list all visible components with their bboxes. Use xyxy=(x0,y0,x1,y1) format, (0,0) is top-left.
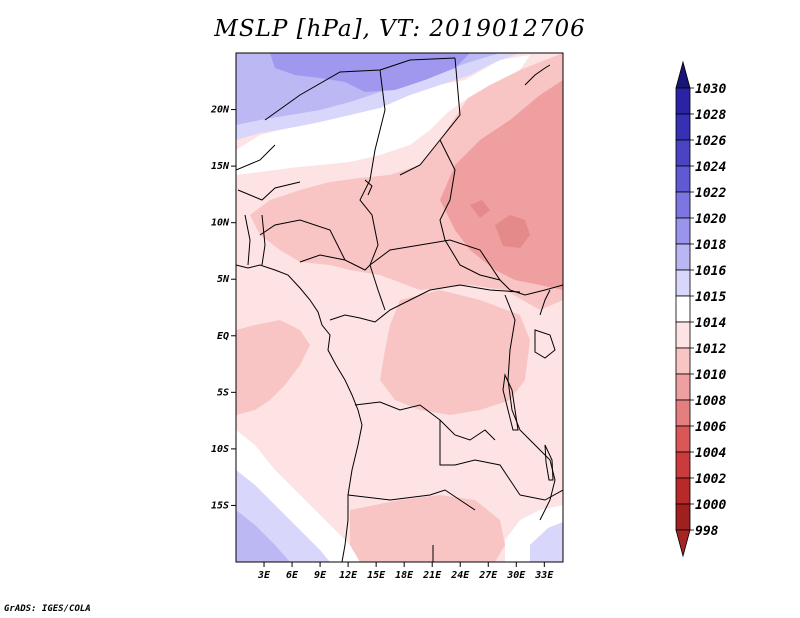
colorbar-segment xyxy=(675,191,691,219)
border-niger-chad xyxy=(359,69,386,266)
border-westafrica-2 xyxy=(244,214,251,266)
lat-tick-label: 5S xyxy=(217,387,229,398)
lon-tick-label: 18E xyxy=(395,570,414,581)
border-kenya-ethiopia xyxy=(524,284,563,296)
lake-malawi xyxy=(544,444,554,481)
colorbar-label: 1004 xyxy=(695,446,726,461)
lon-tick-label: 30E xyxy=(506,570,526,581)
colorbar-label: 1012 xyxy=(695,342,726,357)
colorbar-label: 1020 xyxy=(695,212,726,227)
field-pink-southwest xyxy=(236,320,310,415)
colorbar-label: 1022 xyxy=(695,186,726,201)
border-westafrica-3 xyxy=(261,214,266,266)
colorbar-segment xyxy=(675,477,691,505)
lat-tick-label: 15S xyxy=(211,500,229,511)
field-darkest-core xyxy=(495,215,530,248)
map-frame xyxy=(235,52,564,563)
field-mid-blue-southwest xyxy=(236,510,290,562)
lat-tick-label: 20N xyxy=(210,105,230,116)
lon-tick-label: 6E xyxy=(286,570,299,581)
colorbar-segment xyxy=(675,139,691,167)
colorbar-label: 1000 xyxy=(695,498,726,513)
colorbar-segment xyxy=(675,503,691,531)
field-high-sahara xyxy=(270,53,470,92)
colorbar-label: 998 xyxy=(695,524,719,539)
pressure-field xyxy=(236,53,563,562)
axis-ticks: 20N 15N 10N 5N EQ 5S 10S 15S 3E 6E 9E 12E 15E 18E 21E 2… xyxy=(210,105,554,581)
border-chad-small xyxy=(364,179,373,196)
colorbar-label: 1026 xyxy=(695,134,726,149)
field-pink-central xyxy=(380,290,530,415)
colorbar-segment xyxy=(675,269,691,297)
border-westafrica-1 xyxy=(236,144,276,171)
lon-tick-label: 9E xyxy=(314,570,327,581)
colorbar-label: 1015 xyxy=(695,290,726,305)
lon-tick-label: 21E xyxy=(422,570,442,581)
colorbar-label: 1006 xyxy=(695,420,726,435)
border-lake-victoria xyxy=(534,329,556,359)
colorbar: 1030 1028 1026 1024 1022 1020 1018 1016 1015 1014… xyxy=(675,60,726,558)
lon-tick-label: 27E xyxy=(478,570,498,581)
lon-tick-label: 15E xyxy=(367,570,386,581)
colorbar-label: 1018 xyxy=(695,238,726,253)
lon-tick-label: 3E xyxy=(257,570,271,581)
colorbar-segment xyxy=(675,113,691,141)
border-mozambique xyxy=(519,489,563,501)
field-pink-south xyxy=(350,495,505,562)
colorbar-label: 1028 xyxy=(695,108,726,123)
coast-red-sea xyxy=(524,64,551,86)
colorbar-segment xyxy=(675,243,691,271)
colorbar-segment xyxy=(675,295,691,323)
colorbar-label: 1014 xyxy=(695,316,726,331)
lat-tick-label: 15N xyxy=(211,161,230,172)
country-borders xyxy=(236,57,563,562)
lat-tick-label: 10S xyxy=(211,444,229,455)
lat-tick-label: 10N xyxy=(211,218,230,229)
colorbar-segment xyxy=(675,165,691,193)
border-car xyxy=(369,239,526,296)
colorbar-label: 1030 xyxy=(695,82,726,97)
border-angola-zambia xyxy=(439,420,521,496)
coastline-west-africa xyxy=(236,264,363,562)
lon-tick-label: 24E xyxy=(450,570,470,581)
lake-tanganyika xyxy=(502,373,519,431)
colorbar-top-triangle xyxy=(675,60,691,89)
lon-tick-label: 12E xyxy=(339,570,358,581)
colorbar-segment xyxy=(675,451,691,479)
border-westafrica-4 xyxy=(237,181,301,201)
colorbar-segment xyxy=(675,347,691,375)
border-chad-sudan xyxy=(439,139,501,281)
colorbar-label: 1008 xyxy=(695,394,726,409)
border-east-africa xyxy=(504,294,556,521)
nile-line xyxy=(539,289,551,316)
lat-tick-label: EQ xyxy=(217,331,229,342)
colorbar-label: 1024 xyxy=(695,160,726,175)
field-light-blue-southeast xyxy=(530,522,563,562)
colorbar-segment xyxy=(675,87,691,115)
colorbar-label: 1016 xyxy=(695,264,726,279)
colorbar-segment xyxy=(675,321,691,349)
grads-credit: GrADS: IGES/COLA xyxy=(4,604,91,614)
border-cameroon xyxy=(299,254,386,311)
colorbar-segment xyxy=(675,373,691,401)
colorbar-segment xyxy=(675,399,691,427)
lat-tick-label: 5N xyxy=(217,274,230,285)
border-congo xyxy=(329,284,521,323)
colorbar-label: 1002 xyxy=(695,472,726,487)
colorbar-label: 1010 xyxy=(695,368,726,383)
border-namibia xyxy=(347,489,476,511)
colorbar-segment xyxy=(675,217,691,245)
field-deep-pink-northeast xyxy=(440,80,563,290)
border-sahara xyxy=(264,57,456,121)
colorbar-segment xyxy=(675,425,691,453)
border-nigeria xyxy=(259,219,346,261)
colorbar-bottom-triangle xyxy=(675,529,691,558)
map-title: MSLP [hPa], VT: 2019012706 xyxy=(214,16,586,42)
lon-tick-label: 33E xyxy=(534,570,554,581)
field-darkest-core xyxy=(470,200,490,218)
field-white-sahara xyxy=(236,55,530,175)
